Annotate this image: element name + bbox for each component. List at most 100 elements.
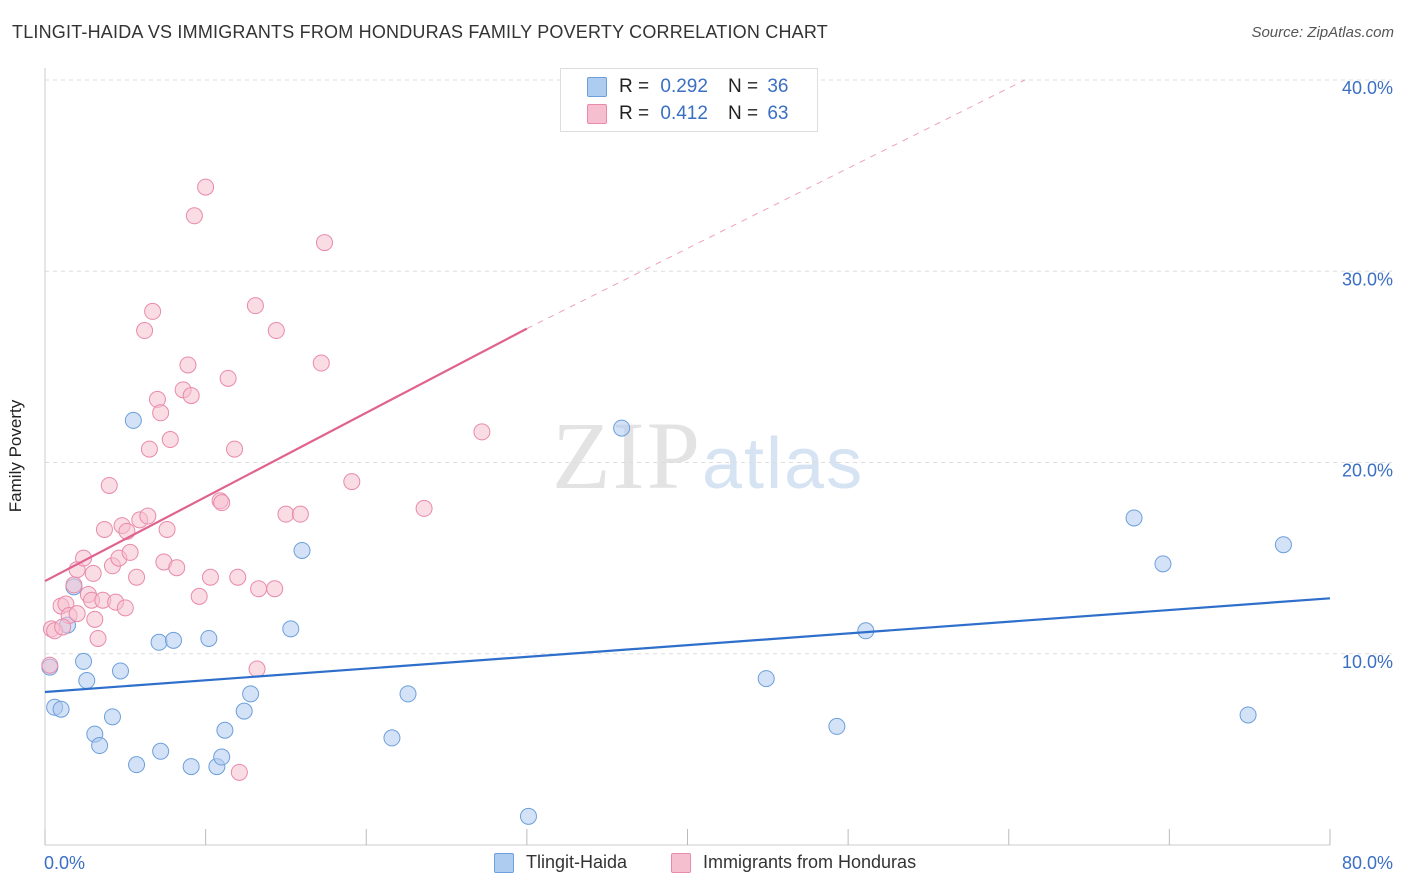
honduras-point bbox=[248, 660, 266, 678]
honduras-point bbox=[230, 763, 248, 781]
tlingit-haida-point bbox=[103, 708, 121, 726]
x-tick-label: 0.0% bbox=[44, 853, 85, 873]
tlingit-haida-point bbox=[242, 685, 260, 703]
honduras-point bbox=[343, 473, 361, 491]
tlingit-haida-point bbox=[757, 670, 775, 688]
honduras-point bbox=[197, 178, 215, 196]
tlingit-haida-point bbox=[1274, 536, 1292, 554]
tlingit-haida-point bbox=[52, 700, 70, 718]
honduras-point bbox=[152, 404, 170, 422]
tlingit-haida-point bbox=[75, 652, 93, 670]
honduras-point bbox=[89, 629, 107, 647]
honduras-point bbox=[229, 568, 247, 586]
tlingit-haida-point bbox=[383, 729, 401, 747]
tlingit-haida-point bbox=[1239, 706, 1257, 724]
honduras-point bbox=[277, 505, 295, 523]
y-tick-label: 30.0% bbox=[1342, 269, 1393, 289]
honduras-point bbox=[54, 618, 72, 636]
honduras-point bbox=[116, 599, 134, 617]
legend-swatch-blue bbox=[494, 852, 514, 873]
honduras-point bbox=[100, 476, 118, 494]
watermark: ZIPatlas bbox=[552, 400, 864, 511]
tlingit-haida-point bbox=[124, 411, 142, 429]
tlingit-haida-point bbox=[91, 737, 109, 755]
legend-n-label: N = bbox=[727, 103, 759, 124]
y-tick-label: 20.0% bbox=[1342, 461, 1393, 481]
honduras-point bbox=[144, 302, 162, 320]
legend-n-value: 63 bbox=[767, 103, 789, 124]
y-tick-label: 40.0% bbox=[1342, 78, 1393, 98]
legend-swatch-pink bbox=[671, 852, 691, 873]
legend-item-tlingit-haida[interactable]: Tlingit-Haida bbox=[494, 852, 627, 873]
series-legend: Tlingit-Haida Immigrants from Honduras bbox=[0, 852, 1406, 876]
tlingit-haida-point bbox=[78, 672, 96, 690]
honduras-point bbox=[140, 440, 158, 458]
honduras-point bbox=[213, 494, 231, 512]
tlingit-haida-point bbox=[235, 702, 253, 720]
tlingit-haida-trend-line bbox=[44, 597, 1331, 694]
honduras-point bbox=[201, 568, 219, 586]
tlingit-haida-point bbox=[613, 419, 631, 437]
tlingit-haida-point bbox=[213, 748, 231, 766]
legend-swatch-pink bbox=[587, 104, 607, 124]
honduras-point bbox=[121, 543, 139, 561]
honduras-point bbox=[84, 564, 102, 582]
honduras-point bbox=[415, 499, 433, 517]
tlingit-haida-point bbox=[216, 721, 234, 739]
legend-row-honduras: R = 0.412 N = 63 bbox=[587, 103, 788, 125]
honduras-point bbox=[86, 610, 104, 628]
honduras-point bbox=[185, 207, 203, 225]
honduras-point bbox=[190, 587, 208, 605]
honduras-point bbox=[179, 356, 197, 374]
legend-r-label: R = bbox=[619, 103, 650, 124]
watermark-atlas: atlas bbox=[702, 424, 865, 504]
legend-item-label: Tlingit-Haida bbox=[526, 852, 628, 872]
honduras-trend-extension bbox=[526, 79, 1026, 330]
honduras-point bbox=[68, 605, 86, 623]
honduras-point bbox=[312, 354, 330, 372]
honduras-point bbox=[41, 656, 59, 674]
tlingit-haida-point bbox=[1125, 509, 1143, 527]
legend-n-value: 36 bbox=[767, 76, 789, 97]
honduras-point bbox=[161, 431, 179, 449]
honduras-trend-line bbox=[44, 327, 528, 583]
legend-item-honduras[interactable]: Immigrants from Honduras bbox=[671, 852, 916, 873]
honduras-point bbox=[473, 423, 491, 441]
honduras-point bbox=[136, 322, 154, 340]
tlingit-haida-point bbox=[152, 742, 170, 760]
honduras-point bbox=[291, 505, 309, 523]
honduras-point bbox=[65, 576, 83, 594]
honduras-point bbox=[158, 520, 176, 538]
honduras-point bbox=[139, 507, 157, 525]
legend-n-label: N = bbox=[727, 76, 759, 97]
tlingit-haida-point bbox=[111, 662, 129, 680]
honduras-point bbox=[266, 580, 284, 598]
honduras-point bbox=[168, 559, 186, 577]
tlingit-haida-point bbox=[519, 807, 537, 825]
tlingit-haida-point bbox=[1154, 555, 1172, 573]
legend-swatch-blue bbox=[587, 77, 607, 97]
tlingit-haida-point bbox=[128, 756, 146, 774]
honduras-point bbox=[250, 580, 268, 598]
legend-row-tlingit-haida: R = 0.292 N = 36 bbox=[587, 76, 788, 98]
honduras-point bbox=[182, 387, 200, 405]
honduras-point bbox=[267, 322, 285, 340]
watermark-zip: ZIP bbox=[552, 402, 702, 509]
chart-source: Source: ZipAtlas.com bbox=[1251, 24, 1394, 41]
tlingit-haida-point bbox=[282, 620, 300, 638]
honduras-point bbox=[219, 369, 237, 387]
chart-title: TLINGIT-HAIDA VS IMMIGRANTS FROM HONDURA… bbox=[12, 22, 828, 42]
tlingit-haida-point bbox=[200, 629, 218, 647]
legend-r-label: R = bbox=[619, 76, 650, 97]
honduras-point bbox=[246, 297, 264, 315]
tlingit-haida-point bbox=[165, 631, 182, 649]
tlingit-haida-point bbox=[293, 541, 311, 559]
legend-item-label: Immigrants from Honduras bbox=[703, 852, 917, 872]
legend-r-value: 0.292 bbox=[660, 76, 708, 97]
y-tick-label: 10.0% bbox=[1342, 652, 1393, 672]
tlingit-haida-point bbox=[150, 633, 168, 651]
tlingit-haida-point bbox=[182, 758, 200, 776]
legend-r-value: 0.412 bbox=[660, 103, 708, 124]
correlation-legend: R = 0.292 N = 36 R = 0.412 N = 63 bbox=[560, 68, 818, 132]
tlingit-haida-point bbox=[399, 685, 417, 703]
